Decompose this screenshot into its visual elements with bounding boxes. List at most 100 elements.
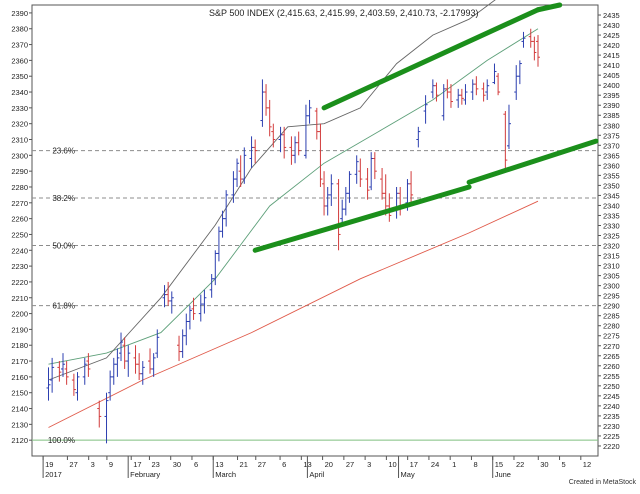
left-axis-label: 2190 — [11, 325, 28, 334]
x-axis-day-label: 27 — [69, 460, 77, 469]
ma-short-line — [48, 0, 496, 381]
right-axis-label: 2410 — [603, 61, 620, 70]
right-axis-label: 2235 — [603, 412, 620, 421]
trend-channel-line — [466, 138, 599, 185]
x-axis-day-label: 8 — [473, 460, 477, 469]
x-axis: 1927391723306132127613202731017241815223… — [42, 456, 591, 479]
right-axis-label: 2220 — [603, 442, 620, 451]
left-axis-label: 2250 — [11, 230, 28, 239]
right-axis-label: 2280 — [603, 322, 620, 331]
right-axis-label: 2320 — [603, 242, 620, 251]
right-axis-label: 2340 — [603, 201, 620, 210]
x-axis-day-label: 27 — [258, 460, 266, 469]
x-axis-month-label: February — [130, 470, 160, 479]
footer-credit: Created in MetaStock — [569, 479, 637, 486]
right-axis-label: 2255 — [603, 372, 620, 381]
left-axis-label: 2300 — [11, 151, 28, 160]
right-axis-label: 2390 — [603, 101, 620, 110]
right-axis-label: 2260 — [603, 362, 620, 371]
left-axis-label: 2290 — [11, 167, 28, 176]
right-axis-label: 2300 — [603, 282, 620, 291]
right-axis-label: 2225 — [603, 432, 620, 441]
x-axis-day-label: 5 — [562, 460, 566, 469]
left-axis-label: 2130 — [11, 420, 28, 429]
right-axis-label: 2385 — [603, 111, 620, 120]
fib-label: 61.8% — [52, 302, 75, 311]
trend-channel-line — [252, 184, 472, 253]
x-axis-day-label: 19 — [45, 460, 53, 469]
fib-levels: 0.0% 23.6% 38.2% 50.0% 61.8% 100.0% — [32, 0, 598, 445]
fib-label: 50.0% — [52, 242, 75, 251]
right-axis-label: 2330 — [603, 221, 620, 230]
left-axis-label: 2320 — [11, 120, 28, 129]
right-axis-label: 2285 — [603, 312, 620, 321]
x-axis-day-label: 13 — [215, 460, 223, 469]
right-axis-label: 2250 — [603, 382, 620, 391]
x-axis-day-label: 20 — [325, 460, 333, 469]
left-axis-label: 2140 — [11, 405, 28, 414]
x-axis-day-label: 30 — [173, 460, 181, 469]
left-axis-label: 2380 — [11, 25, 28, 34]
right-axis-label: 2355 — [603, 171, 620, 180]
left-axis-label: 2330 — [11, 104, 28, 113]
moving-averages — [48, 0, 539, 428]
right-axis-label: 2335 — [603, 211, 620, 220]
right-axis-label: 2345 — [603, 191, 620, 200]
right-axis-label: 2380 — [603, 121, 620, 130]
left-axis-label: 2310 — [11, 136, 28, 145]
left-axis-label: 2240 — [11, 246, 28, 255]
left-axis-label: 2220 — [11, 278, 28, 287]
left-axis-label: 2170 — [11, 357, 28, 366]
x-axis-day-label: 1 — [452, 460, 456, 469]
right-axis-label: 2305 — [603, 272, 620, 281]
x-axis-month-label: 2017 — [45, 470, 62, 479]
x-axis-month-label: April — [309, 470, 324, 479]
left-axis-label: 2270 — [11, 199, 28, 208]
x-axis-day-label: 21 — [240, 460, 248, 469]
left-axis-label: 2150 — [11, 389, 28, 398]
right-axis-label: 2230 — [603, 422, 620, 431]
right-axis-label: 2295 — [603, 292, 620, 301]
x-axis-day-label: 6 — [194, 460, 198, 469]
right-axis-label: 2375 — [603, 131, 620, 140]
trend-channel-line — [321, 7, 541, 111]
right-axis-label: 2415 — [603, 51, 620, 60]
right-axis-label: 2290 — [603, 302, 620, 311]
x-axis-day-label: 12 — [583, 460, 591, 469]
right-axis-label: 2430 — [603, 21, 620, 30]
x-axis-month-label: May — [401, 470, 415, 479]
left-axis: 2120 2130 2140 2150 2160 2170 2180 2190 2200 2210… — [11, 9, 32, 445]
left-axis-label: 2160 — [11, 373, 28, 382]
right-axis-label: 2435 — [603, 11, 620, 20]
left-axis-label: 2360 — [11, 56, 28, 65]
right-axis-label: 2360 — [603, 161, 620, 170]
left-axis-label: 2200 — [11, 310, 28, 319]
right-axis-label: 2325 — [603, 232, 620, 241]
right-axis-label: 2395 — [603, 91, 620, 100]
x-axis-month-label: March — [215, 470, 236, 479]
trend-channel-line — [535, 2, 563, 13]
right-axis-label: 2405 — [603, 71, 620, 80]
right-axis-label: 2265 — [603, 352, 620, 361]
right-axis-label: 2315 — [603, 252, 620, 261]
chart-title: S&P 500 INDEX (2,415.63, 2,415.99, 2,403… — [209, 8, 479, 18]
right-axis-label: 2350 — [603, 181, 620, 190]
left-axis-label: 2280 — [11, 183, 28, 192]
fib-label: 23.6% — [52, 147, 75, 156]
ma-long-line — [48, 200, 539, 428]
ma-mid-line — [48, 28, 539, 365]
x-axis-month-label: June — [495, 470, 511, 479]
fib-label: 0.0% — [57, 0, 75, 2]
left-axis-label: 2390 — [11, 9, 28, 18]
price-bars — [46, 28, 540, 444]
right-axis-label: 2365 — [603, 151, 620, 160]
x-axis-day-label: 3 — [91, 460, 95, 469]
left-axis-label: 2180 — [11, 341, 28, 350]
x-axis-day-label: 30 — [540, 460, 548, 469]
x-axis-day-label: 6 — [282, 460, 286, 469]
x-axis-day-label: 27 — [346, 460, 354, 469]
x-axis-day-label: 15 — [495, 460, 503, 469]
fib-label: 38.2% — [52, 194, 75, 203]
